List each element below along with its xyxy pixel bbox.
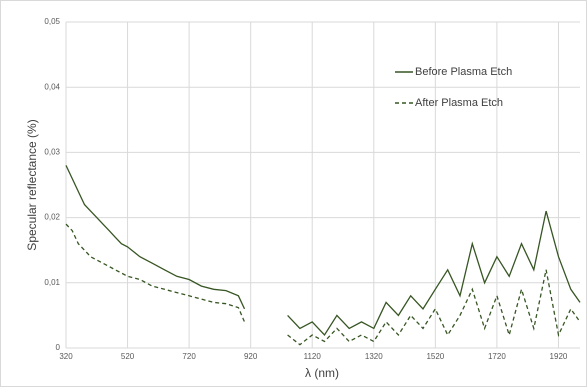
y-tick-label: 0,05: [44, 17, 60, 26]
x-tick-label: 720: [182, 352, 196, 361]
y-tick-label: 0,01: [44, 278, 60, 287]
x-tick-label: 520: [121, 352, 135, 361]
x-tick-label: 920: [244, 352, 258, 361]
x-tick-label: 1320: [365, 352, 383, 361]
y-axis-label: Specular reflectance (%): [25, 119, 39, 250]
x-tick-label: 1120: [304, 352, 322, 361]
x-tick-label: 1720: [488, 352, 506, 361]
x-tick-label: 320: [59, 352, 73, 361]
y-tick-label: 0,02: [44, 213, 60, 222]
x-tick-label: 1920: [550, 352, 568, 361]
y-tick-label: 0: [56, 343, 61, 352]
x-axis-label: λ (nm): [305, 366, 339, 380]
data-line: [65, 165, 581, 337]
legend-label: After Plasma Etch: [415, 97, 503, 109]
data-line: [65, 223, 581, 346]
legend-label: Before Plasma Etch: [415, 66, 512, 78]
y-tick-label: 0,04: [44, 82, 60, 91]
y-tick-label: 0,03: [44, 148, 60, 157]
x-tick-label: 1520: [426, 352, 444, 361]
